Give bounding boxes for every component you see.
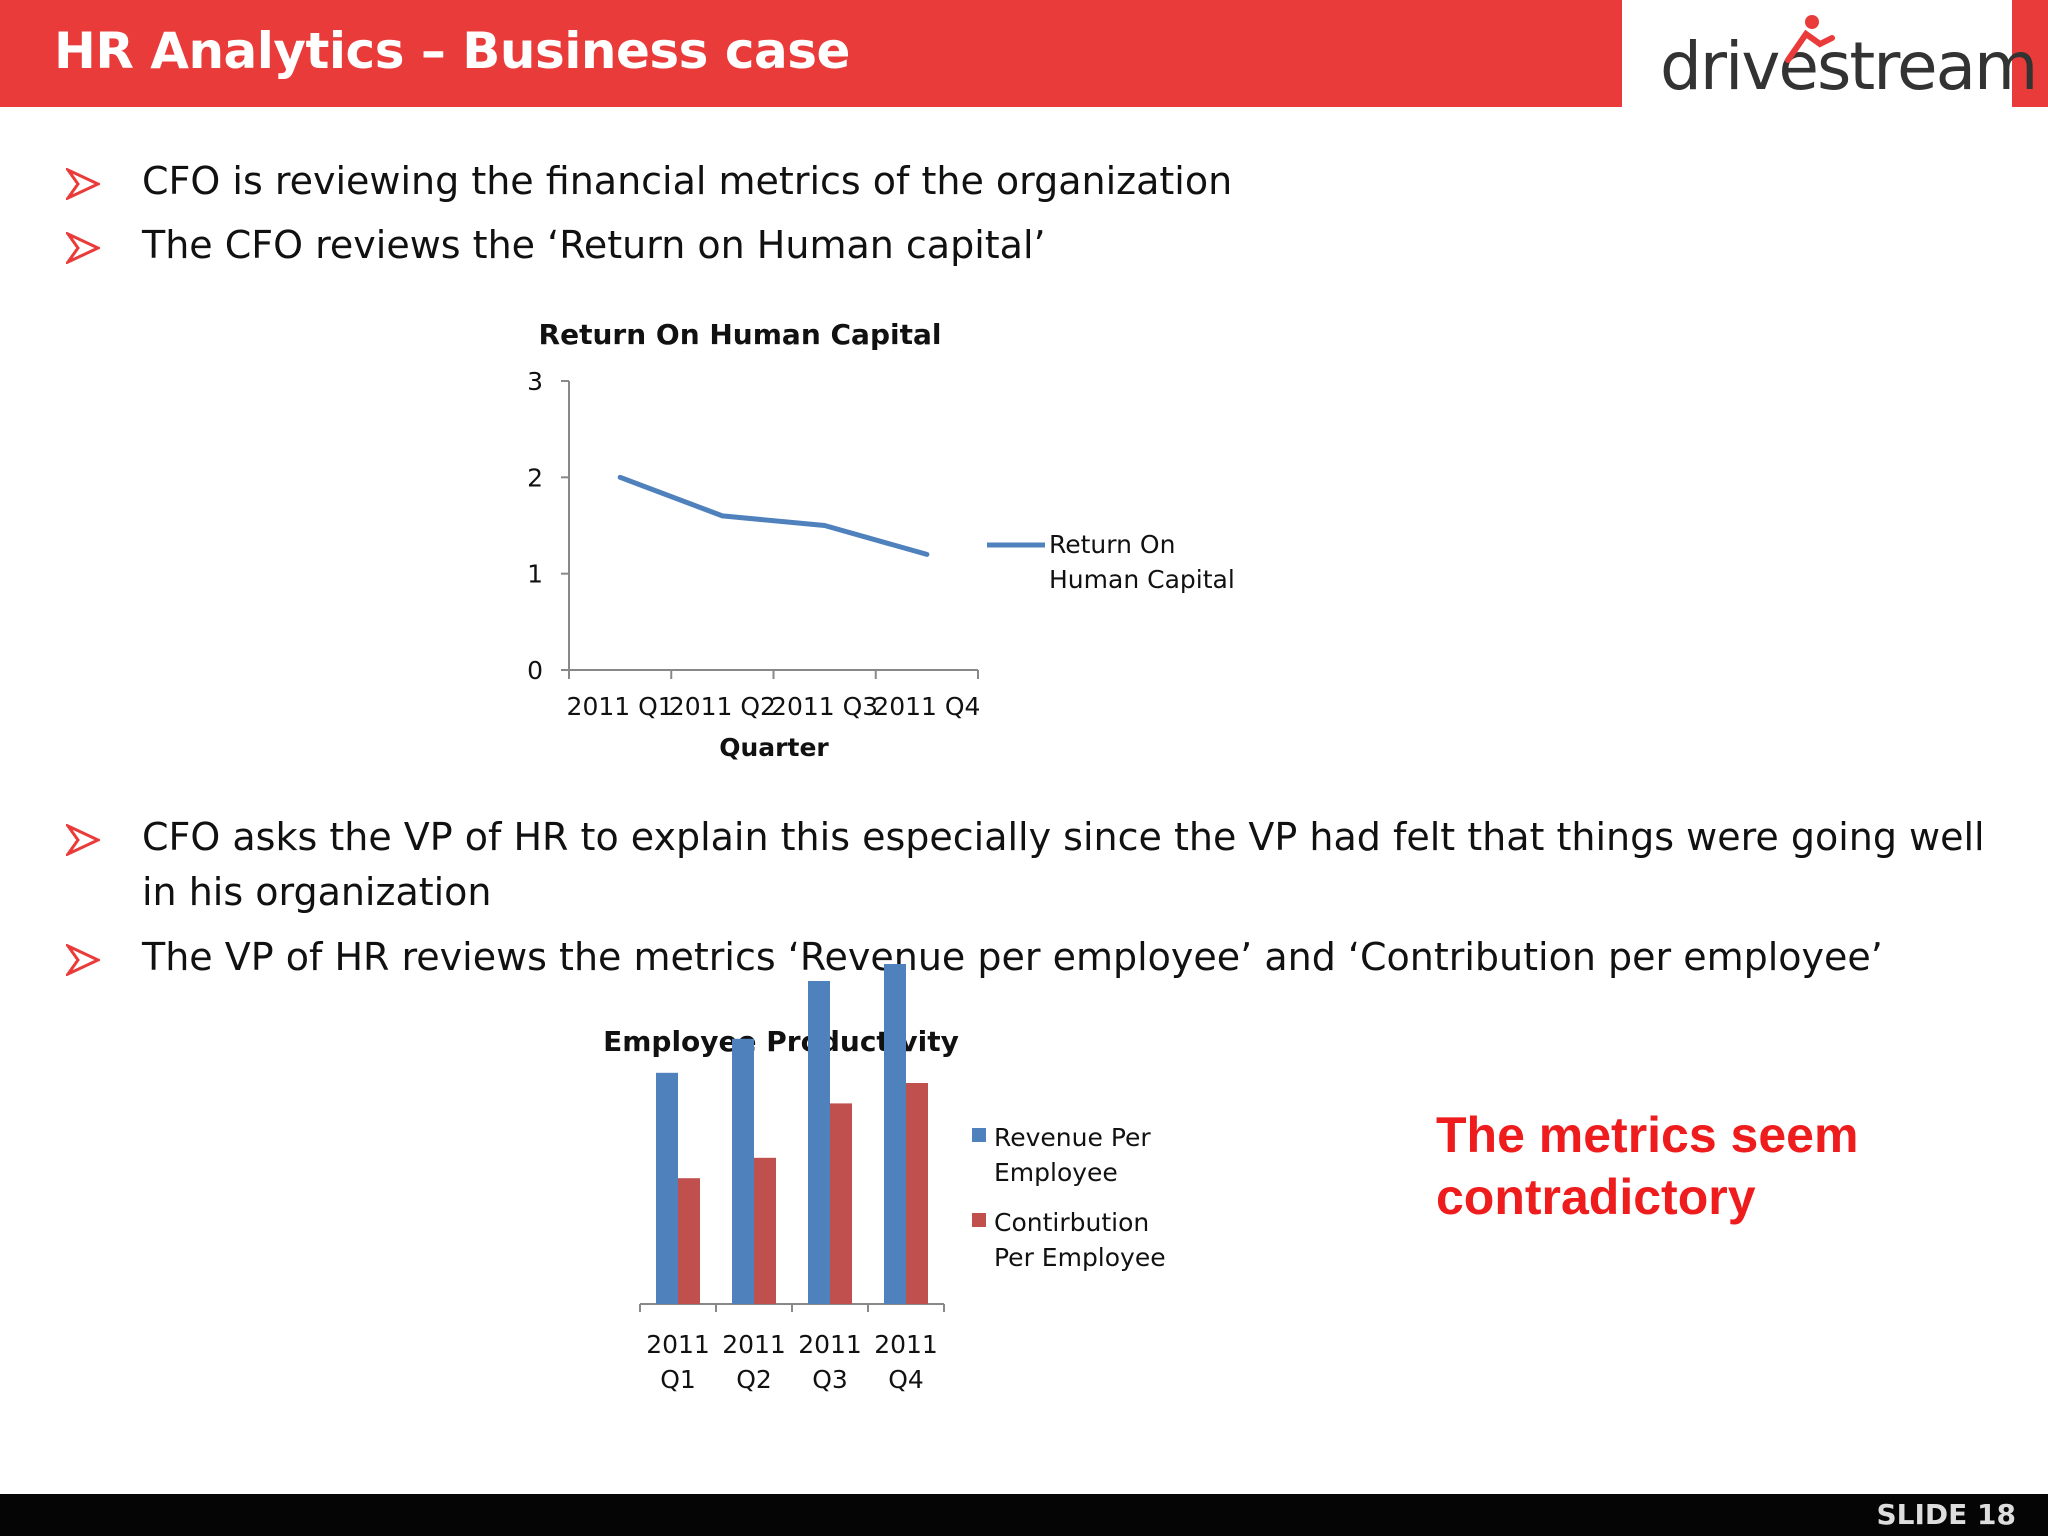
x-tick-label: 2011 Q3 (771, 692, 878, 721)
header-bar (0, 0, 1622, 107)
bullet-text: CFO is reviewing the financial metrics o… (142, 159, 1233, 203)
legend-swatch (972, 1213, 986, 1227)
y-tick-label: 1 (527, 560, 543, 589)
y-tick-label: 0 (527, 656, 543, 685)
arrow-bullet-icon (66, 168, 100, 200)
arrow-bullet-icon (66, 824, 100, 856)
x-tick-label: 2011 Q2 (669, 692, 776, 721)
legend-swatch (972, 1128, 986, 1142)
x-tick-label: 2011 Q3 (798, 1330, 862, 1394)
callout-text: The metrics seem contradictory (1436, 1107, 1859, 1225)
x-tick-label: 2011 Q1 (567, 692, 674, 721)
bullet-text: The VP of HR reviews the metrics ‘Revenu… (142, 935, 1883, 979)
x-axis-label: Quarter (719, 733, 829, 762)
drivestream-logo: drivestream (1660, 8, 2038, 105)
legend-label: Revenue Per Employee (994, 1123, 1151, 1187)
x-tick-label: 2011 Q4 (874, 1330, 938, 1394)
bullet-text: CFO asks the VP of HR to explain this es… (142, 815, 1985, 914)
legend-label: Return On Human Capital (1049, 530, 1235, 594)
x-tick-label: 2011 Q4 (873, 692, 980, 721)
y-tick-label: 2 (527, 463, 543, 492)
bullet-text: The CFO reviews the ‘Return on Human cap… (142, 223, 1046, 267)
bar (754, 1157, 776, 1304)
bar (808, 981, 830, 1304)
series-line (617, 474, 930, 557)
bar (732, 1038, 754, 1304)
bar (906, 1083, 928, 1304)
logo-wordmark: drivestream (1660, 28, 2038, 105)
slide-title: HR Analytics – Business case (54, 22, 850, 80)
slide-number: SLIDE 18 (1876, 1498, 2016, 1531)
bar (884, 964, 906, 1304)
header-accent-strip (2012, 0, 2048, 107)
chart-title: Return On Human Capital (539, 318, 942, 351)
footer-bar: SLIDE 18 (0, 1494, 2048, 1536)
bar (678, 1178, 700, 1304)
arrow-bullet-icon (66, 232, 100, 264)
legend-label: Contirbution Per Employee (994, 1208, 1166, 1272)
x-tick-label: 2011 Q2 (722, 1330, 786, 1394)
x-tick-label: 2011 Q1 (646, 1330, 710, 1394)
bar (656, 1072, 678, 1304)
bar (830, 1103, 852, 1304)
logo-figure-icon (1785, 15, 1835, 63)
arrow-bullet-icon (66, 944, 100, 976)
y-tick-label: 3 (527, 367, 543, 396)
